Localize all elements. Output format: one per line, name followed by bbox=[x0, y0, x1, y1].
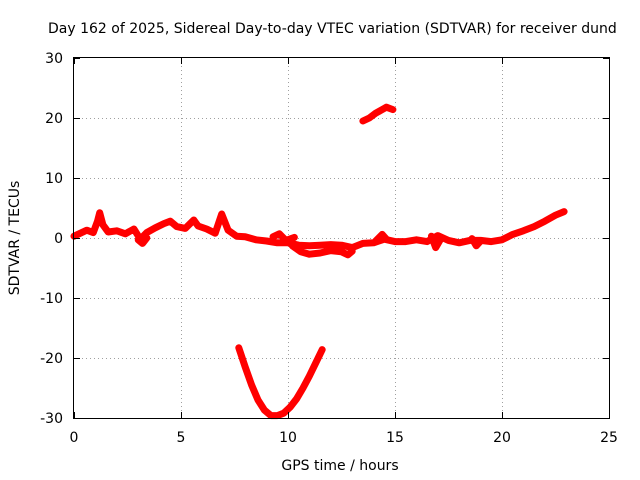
y-tick-label: 30 bbox=[45, 51, 63, 67]
axis-ticks: 0 5 10 15 20 25 -30 -20 -10 0 10 20 30 bbox=[40, 51, 618, 446]
series-spike-5 bbox=[468, 235, 485, 250]
series-low-v-curve bbox=[235, 344, 326, 420]
y-axis-label: SDTVAR / TECUs bbox=[7, 181, 23, 296]
chart-title: Day 162 of 2025, Sidereal Day-to-day VTE… bbox=[48, 21, 617, 37]
series-dip-branch bbox=[288, 242, 356, 259]
x-tick-label: 15 bbox=[386, 430, 404, 446]
y-tick-label: -10 bbox=[40, 291, 63, 307]
series-spike-1 bbox=[134, 234, 151, 247]
x-tick-label: 20 bbox=[493, 430, 511, 446]
series-spike-3 bbox=[372, 230, 390, 245]
series-main-band bbox=[70, 208, 568, 252]
y-tick-label: -20 bbox=[40, 351, 63, 367]
grid-lines bbox=[74, 58, 609, 418]
x-tick-label: 5 bbox=[177, 430, 186, 446]
y-tick-label: 0 bbox=[54, 231, 63, 247]
y-tick-label: 10 bbox=[45, 171, 63, 187]
x-tick-label: 25 bbox=[600, 430, 618, 446]
plot-series bbox=[70, 103, 568, 420]
x-tick-label: 0 bbox=[70, 430, 79, 446]
y-tick-label: -30 bbox=[40, 411, 63, 427]
plot-frame bbox=[73, 57, 610, 419]
series-spike-2 bbox=[269, 230, 298, 244]
x-tick-label: 10 bbox=[279, 430, 297, 446]
y-tick-label: 20 bbox=[45, 111, 63, 127]
x-axis-label: GPS time / hours bbox=[281, 458, 398, 474]
series-spike-4 bbox=[427, 232, 444, 252]
series-high-arc bbox=[359, 103, 397, 125]
